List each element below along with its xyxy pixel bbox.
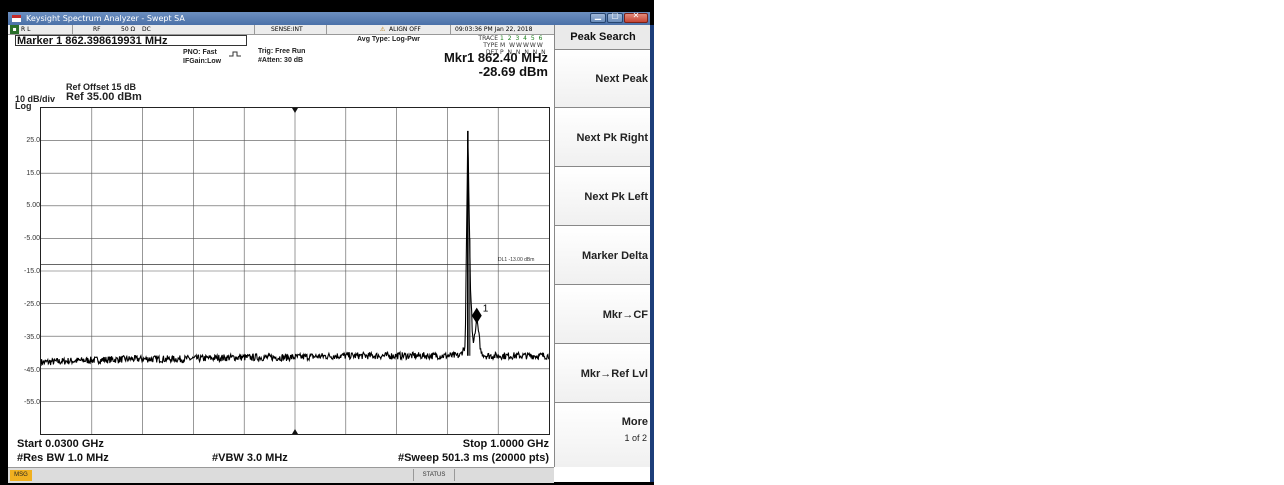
center-marker-bottom-icon xyxy=(292,429,298,434)
warning-icon: ⚠ xyxy=(380,26,386,33)
y-tick-label: -45.0 xyxy=(24,367,40,374)
type-label: TYPE xyxy=(483,42,498,49)
softkey-label: Next Pk Left xyxy=(584,190,648,203)
softkey-label: Next Pk Right xyxy=(576,131,648,144)
spectrum-trace xyxy=(41,139,549,366)
divider xyxy=(254,25,255,34)
center-marker-top-icon xyxy=(292,108,298,113)
y-tick-label: -5.00 xyxy=(24,235,40,242)
minimize-icon: ▁ xyxy=(594,11,602,20)
vbw: #VBW 3.0 MHz xyxy=(212,452,288,464)
divider xyxy=(326,25,327,34)
title-bar: Keysight Spectrum Analyzer - Swept SA ▁ … xyxy=(8,11,650,25)
impedance-label: 50 Ω xyxy=(121,26,136,33)
softkey-label: Next Peak xyxy=(595,72,648,85)
next-pk-left-button[interactable]: Next Pk Left xyxy=(555,168,651,226)
rf-label: RF xyxy=(93,26,101,33)
marker-frequency: Mkr1 862.40 MHz xyxy=(443,50,548,65)
marker-delta-button[interactable]: Marker Delta xyxy=(555,227,651,285)
display-line-label: DL1 -13.00 dBm xyxy=(498,257,535,263)
coupling-label: DC xyxy=(142,26,151,33)
scale-label: 10 dB/div xyxy=(15,94,56,104)
softkey-label: Mkr→Ref Lvl xyxy=(580,367,648,380)
msg-indicator[interactable]: MSG xyxy=(10,470,32,481)
trace-label: TRACE xyxy=(478,35,498,42)
y-tick-label: -35.0 xyxy=(24,334,40,341)
more-button[interactable]: More 1 of 2 xyxy=(555,404,651,467)
next-peak-button[interactable]: Next Peak xyxy=(555,50,651,108)
atten-label: #Atten: 30 dB xyxy=(258,57,304,64)
status-indicator[interactable]: STATUS xyxy=(413,469,455,481)
message-bar: MSG STATUS xyxy=(8,467,554,483)
trace-info: TRACE 1 2 3 4 5 6 TYPE M WWWWW DET P N N N … xyxy=(455,35,549,65)
align-label: ALIGN OFF xyxy=(389,26,421,33)
softkey-panel: Peak Search Next Peak Next Pk Right Next… xyxy=(554,25,651,467)
sense-label: SENSE:INT xyxy=(271,26,303,33)
maximize-icon: ▢ xyxy=(611,11,619,20)
log-label: Log xyxy=(15,101,32,111)
more-page-label: 1 of 2 xyxy=(624,433,647,443)
softkey-menu-title: Peak Search xyxy=(555,25,651,50)
window-title: Keysight Spectrum Analyzer - Swept SA xyxy=(26,14,185,23)
ifgain-label: IFGain:Low xyxy=(183,58,222,65)
marker-frequency-readout[interactable]: Marker 1 862.398619931 MHz xyxy=(15,35,247,47)
y-tick-label: -25.0 xyxy=(24,301,40,308)
trigger-icon xyxy=(229,51,241,57)
close-button[interactable]: ✕ xyxy=(624,11,648,23)
divider xyxy=(450,25,451,34)
trig-label: Trig: Free Run xyxy=(258,48,306,55)
avg-type-label: Avg Type: Log-Pwr xyxy=(357,36,420,43)
marker-diamond-icon xyxy=(471,307,482,324)
app-icon xyxy=(12,15,21,22)
maximize-button[interactable]: ▢ xyxy=(607,11,623,23)
more-label: More xyxy=(621,416,648,428)
start-frequency: Start 0.0300 GHz xyxy=(17,438,104,450)
pno-label: PNO: Fast xyxy=(183,49,217,56)
close-icon: ✕ xyxy=(632,11,640,20)
mode-indicator-icon: ▪ xyxy=(10,25,19,34)
trace-value: 1 2 3 4 5 6 xyxy=(500,35,544,42)
det-value: P N N N N N xyxy=(500,49,547,56)
marker-amplitude: -28.69 dBm xyxy=(478,64,548,79)
y-tick-label: 25.0 xyxy=(26,137,40,144)
det-label: DET xyxy=(485,49,498,56)
softkey-label: Marker Delta xyxy=(581,249,648,262)
top-edge-bar xyxy=(0,0,654,12)
mkr-to-cf-button[interactable]: Mkr→CF xyxy=(555,286,651,344)
window-right-border xyxy=(650,25,654,482)
softkey-label: Mkr→CF xyxy=(602,308,648,321)
y-tick-label: 5.00 xyxy=(26,202,40,209)
y-tick-label: 15.0 xyxy=(26,170,40,177)
spectrum-plot: 1 xyxy=(41,108,549,434)
next-pk-right-button[interactable]: Next Pk Right xyxy=(555,109,651,167)
y-tick-label: -15.0 xyxy=(24,268,40,275)
ref-offset-label: Ref Offset 15 dB xyxy=(66,82,137,92)
ref-level-label: Ref 35.00 dBm xyxy=(66,91,142,103)
res-bw: #Res BW 1.0 MHz xyxy=(17,452,109,464)
mkr-to-ref-lvl-button[interactable]: Mkr→Ref Lvl xyxy=(555,345,651,403)
status-row: ▪ R L RF 50 Ω DC SENSE:INT ⚠ ALIGN OFF 0… xyxy=(8,25,554,35)
mode-label: R L xyxy=(21,26,31,33)
sweep-info: #Sweep 501.3 ms (20000 pts) xyxy=(397,452,549,464)
stop-frequency: Stop 1.0000 GHz xyxy=(462,438,549,450)
type-value: M WWWWW xyxy=(500,42,544,49)
datetime-label: 09:03:36 PM Jan 22, 2018 xyxy=(455,26,533,33)
y-tick-label: -55.0 xyxy=(24,399,40,406)
divider xyxy=(72,25,73,34)
spectrum-display[interactable]: 1 xyxy=(40,107,550,435)
marker-tag-label: 1 xyxy=(483,304,489,315)
minimize-button[interactable]: ▁ xyxy=(590,11,606,23)
